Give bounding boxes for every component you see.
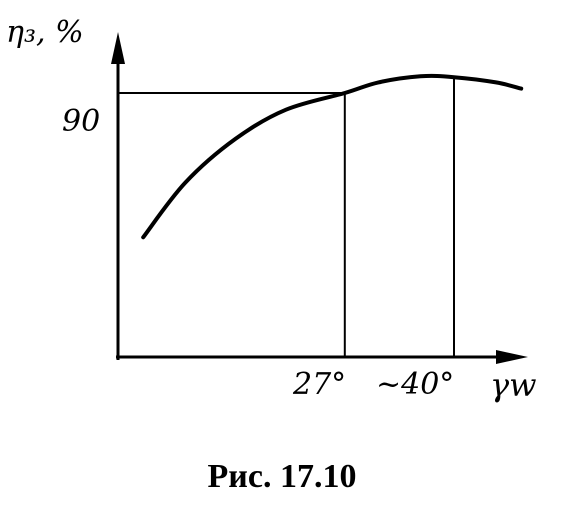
y-tick-label-90: 90 <box>62 104 100 139</box>
x-axis-label: γw <box>490 366 537 404</box>
x-tick-label-40: ~40° <box>376 367 454 402</box>
efficiency-curve <box>141 73 524 240</box>
y-axis-arrow <box>111 32 125 64</box>
figure-caption: Рис. 17.10 <box>207 458 357 495</box>
x-tick-label-27: 27° <box>292 367 346 402</box>
y-axis-label: η₃, % <box>6 15 84 50</box>
x-axis-arrow <box>496 350 528 364</box>
